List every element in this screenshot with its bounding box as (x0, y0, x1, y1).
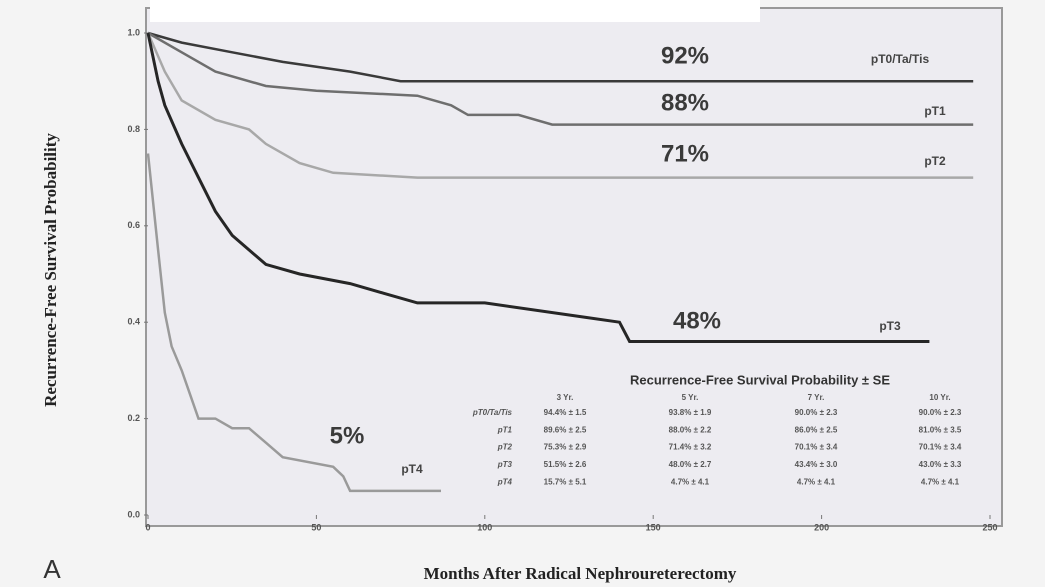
survival-curve (146, 32, 974, 179)
table-row-label: pT1 (497, 425, 513, 434)
table-cell: 70.1% ± 3.4 (795, 443, 838, 452)
table-column: 3 Yr. (557, 393, 574, 402)
annotation: 88% (661, 89, 709, 116)
series-label: pT3 (879, 319, 901, 333)
table-cell: 89.6% ± 2.5 (544, 425, 587, 434)
annotation: 5% (330, 422, 365, 449)
plot-frame (145, 7, 1003, 527)
table-cell: 43.4% ± 3.0 (795, 460, 838, 469)
panel-label: A (43, 554, 61, 584)
y-tick-label: 0.8 (127, 124, 140, 134)
x-tick-label: 100 (477, 522, 492, 532)
x-tick-label: 200 (814, 522, 829, 532)
table-row-label: pT3 (497, 460, 513, 469)
table-cell: 48.0% ± 2.7 (669, 460, 712, 469)
table-cell: 70.1% ± 3.4 (919, 443, 962, 452)
series-label: pT2 (924, 154, 946, 168)
table-cell: 90.0% ± 2.3 (919, 408, 962, 417)
y-axis-title: Recurrence-Free Survival Probability (41, 133, 60, 407)
table-column: 10 Yr. (929, 393, 950, 402)
survival-curve (146, 153, 441, 493)
table-cell: 4.7% ± 4.1 (921, 477, 960, 486)
survival-curve (146, 32, 930, 343)
table-cell: 86.0% ± 2.5 (795, 425, 838, 434)
table-cell: 15.7% ± 5.1 (544, 477, 587, 486)
series-label: pT1 (924, 104, 946, 118)
table-cell: 94.4% ± 1.5 (544, 408, 587, 417)
y-tick-label: 0.2 (127, 413, 140, 423)
table-cell: 43.0% ± 3.3 (919, 460, 962, 469)
table-cell: 90.0% ± 2.3 (795, 408, 838, 417)
x-tick-label: 250 (982, 522, 997, 532)
y-tick-label: 0.6 (127, 220, 140, 230)
x-tick-label: 50 (311, 522, 321, 532)
annotation: 92% (661, 42, 709, 69)
table-cell: 4.7% ± 4.1 (671, 477, 710, 486)
annotation: 71% (661, 140, 709, 167)
table-cell: 81.0% ± 3.5 (919, 425, 962, 434)
table-cell: 4.7% ± 4.1 (797, 477, 836, 486)
survival-curve (147, 31, 974, 126)
series-label: pT4 (401, 462, 423, 476)
table-title: Recurrence-Free Survival Probability ± S… (630, 372, 890, 387)
table-cell: 88.0% ± 2.2 (669, 425, 712, 434)
table-row-label: pT0/Ta/Tis (472, 408, 513, 417)
x-tick-label: 0 (145, 522, 150, 532)
overlay-strip (150, 0, 760, 22)
table-cell: 71.4% ± 3.2 (669, 443, 712, 452)
series-label: pT0/Ta/Tis (871, 52, 930, 66)
table-row-label: pT2 (497, 443, 513, 452)
table-cell: 51.5% ± 2.6 (544, 460, 587, 469)
survival-curve (147, 31, 974, 83)
annotation: 48% (673, 307, 721, 334)
table-cell: 75.3% ± 2.9 (544, 443, 587, 452)
y-tick-label: 0.4 (127, 317, 140, 327)
x-axis-title: Months After Radical Nephroureterectomy (424, 564, 737, 583)
table-cell: 93.8% ± 1.9 (669, 408, 712, 417)
x-tick-label: 150 (646, 522, 661, 532)
table-row-label: pT4 (497, 477, 513, 486)
table-column: 7 Yr. (808, 393, 825, 402)
table-column: 5 Yr. (682, 393, 699, 402)
y-tick-label: 0.0 (127, 509, 140, 519)
y-tick-label: 1.0 (127, 27, 140, 37)
